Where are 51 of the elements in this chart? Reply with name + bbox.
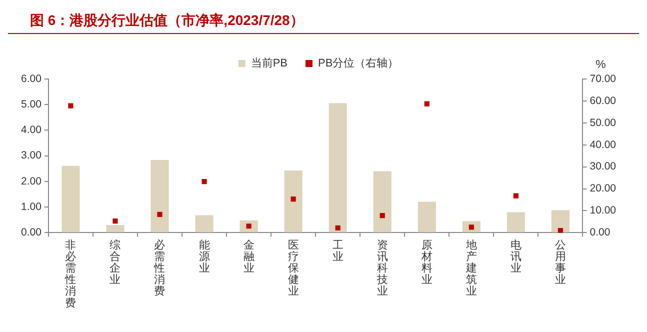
point (380, 213, 385, 218)
x-tick-label: 金融业 (243, 240, 254, 275)
y2-tick-label: 20.00 (590, 182, 616, 195)
bar (551, 210, 570, 232)
bar (284, 170, 302, 232)
y2-tick-label: 40.00 (590, 138, 616, 151)
bar (328, 103, 347, 232)
y-tick-label: 6.00 (21, 72, 42, 85)
point (558, 228, 564, 233)
y-tick-label: 4.00 (21, 124, 42, 136)
legend-label: PB分位（右轴） (318, 56, 399, 70)
x-tick-label: 必需性消费 (153, 238, 166, 298)
bar (195, 215, 214, 232)
y2-tick-label: 70.00 (590, 72, 616, 85)
x-tick-label: 医疗保健业 (288, 240, 299, 298)
bar (62, 166, 80, 232)
bar (418, 202, 436, 232)
y-tick-label: 3.00 (21, 150, 42, 162)
point (290, 196, 296, 202)
point (513, 193, 518, 198)
x-tick-label: 综合企业 (110, 238, 121, 286)
point (68, 103, 74, 108)
point (335, 225, 340, 230)
x-tick-label: 公用事业 (554, 240, 566, 286)
chart-title: 图 6：港股分行业估值（市净率,2023/7/28） (8, 8, 639, 34)
y-tick-label: 1.00 (21, 200, 42, 213)
bar (506, 212, 525, 232)
y2-axis-title: % (596, 59, 606, 72)
x-tick-label: 非必需性消费 (64, 238, 76, 310)
point (157, 212, 162, 218)
y-tick-label: 0.00 (21, 226, 42, 239)
point (202, 178, 207, 184)
y2-tick-label: 0.00 (590, 226, 610, 239)
point (424, 101, 430, 106)
x-tick-label: 地产建筑业 (464, 238, 477, 298)
x-tick-label: 工业 (332, 240, 344, 264)
y-tick-label: 5.00 (21, 98, 42, 111)
y2-tick-label: 50.00 (590, 116, 616, 129)
bar (106, 225, 124, 232)
y2-tick-label: 60.00 (590, 94, 616, 107)
x-tick-label: 原材料业 (420, 240, 432, 286)
bar (150, 160, 169, 232)
x-tick-label: 资讯科技业 (376, 240, 388, 298)
bar (373, 171, 392, 232)
legend-label: 当前PB (250, 58, 288, 70)
x-tick-label: 电讯业 (510, 238, 522, 275)
point (112, 218, 118, 224)
y-tick-label: 2.00 (21, 175, 42, 188)
x-tick-label: 能源业 (198, 238, 210, 275)
y2-tick-label: 10.00 (590, 204, 616, 217)
y2-tick-label: 30.00 (590, 160, 616, 173)
